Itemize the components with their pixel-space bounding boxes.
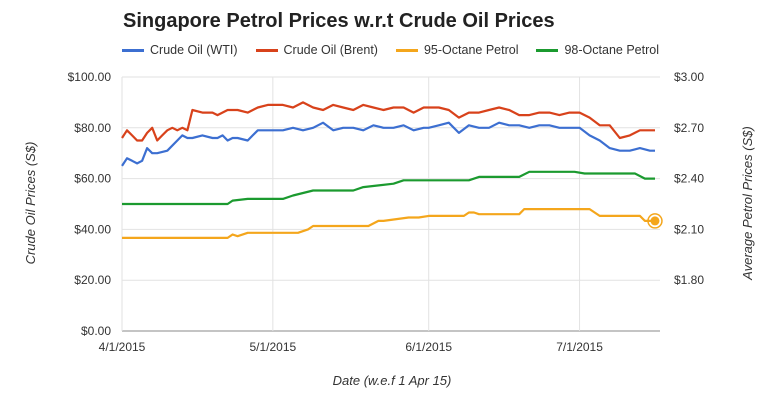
- legend-item-brent: Crude Oil (Brent): [255, 43, 378, 57]
- x-axis-title: Date (w.e.f 1 Apr 15): [333, 373, 452, 388]
- y-left-tick-label: $0.00: [81, 324, 111, 338]
- y-right-tick-label: $3.00: [674, 70, 704, 84]
- x-tick-label: 5/1/2015: [249, 340, 296, 354]
- series-line-98-octane-petrol: [122, 170, 655, 206]
- x-tick-label: 6/1/2015: [405, 340, 452, 354]
- highlight-point[interactable]: [650, 216, 660, 226]
- x-tick-label: 4/1/2015: [99, 340, 146, 354]
- series-line-crude-oil-brent: [121, 101, 655, 142]
- series-line-95-octane-petrol: [122, 208, 655, 239]
- y-left-tick-label: $80.00: [74, 121, 111, 135]
- y-left-tick-label: $20.00: [74, 273, 111, 287]
- legend-label-98-octane: 98-Octane Petrol: [564, 43, 659, 57]
- legend-swatch-95-octane: [395, 48, 418, 52]
- y-axis-right-title: Average Petrol Prices (S$): [740, 126, 755, 281]
- legend-item-98-octane: 98-Octane Petrol: [536, 43, 659, 57]
- y-left-tick-label: $100.00: [68, 70, 112, 84]
- series-line-crude-oil-wti: [121, 121, 655, 167]
- y-left-tick-label: $40.00: [74, 222, 111, 236]
- legend: Crude Oil (WTI) Crude Oil (Brent) 95-Oct…: [122, 42, 677, 58]
- y-right-tick-label: $2.70: [674, 121, 704, 135]
- legend-swatch-wti: [122, 48, 144, 52]
- legend-label-wti: Crude Oil (WTI): [150, 43, 238, 57]
- legend-label-brent: Crude Oil (Brent): [283, 43, 378, 57]
- legend-swatch-98-octane: [536, 48, 559, 52]
- legend-item-wti: Crude Oil (WTI): [122, 43, 238, 57]
- legend-swatch-brent: [255, 48, 278, 52]
- y-axis-left-title: Crude Oil Prices (S$): [23, 142, 38, 265]
- y-right-tick-label: $2.40: [674, 172, 704, 186]
- x-tick-label: 7/1/2015: [556, 340, 603, 354]
- gridlines: [121, 76, 660, 332]
- tick-labels: $0.00 $20.00 $40.00 $60.00 $80.00 $100.00 $1.8…: [68, 70, 705, 354]
- y-right-tick-label: $2.10: [674, 222, 704, 236]
- y-left-tick-label: $60.00: [74, 172, 111, 186]
- highlight-ring: [647, 213, 663, 229]
- legend-label-95-octane: 95-Octane Petrol: [423, 43, 519, 57]
- chart-title: Singapore Petrol Prices w.r.t Crude Oil …: [123, 10, 555, 32]
- legend-item-95-octane: 95-Octane Petrol: [395, 43, 519, 57]
- y-right-tick-label: $1.80: [674, 273, 704, 287]
- series-lines: [121, 101, 663, 239]
